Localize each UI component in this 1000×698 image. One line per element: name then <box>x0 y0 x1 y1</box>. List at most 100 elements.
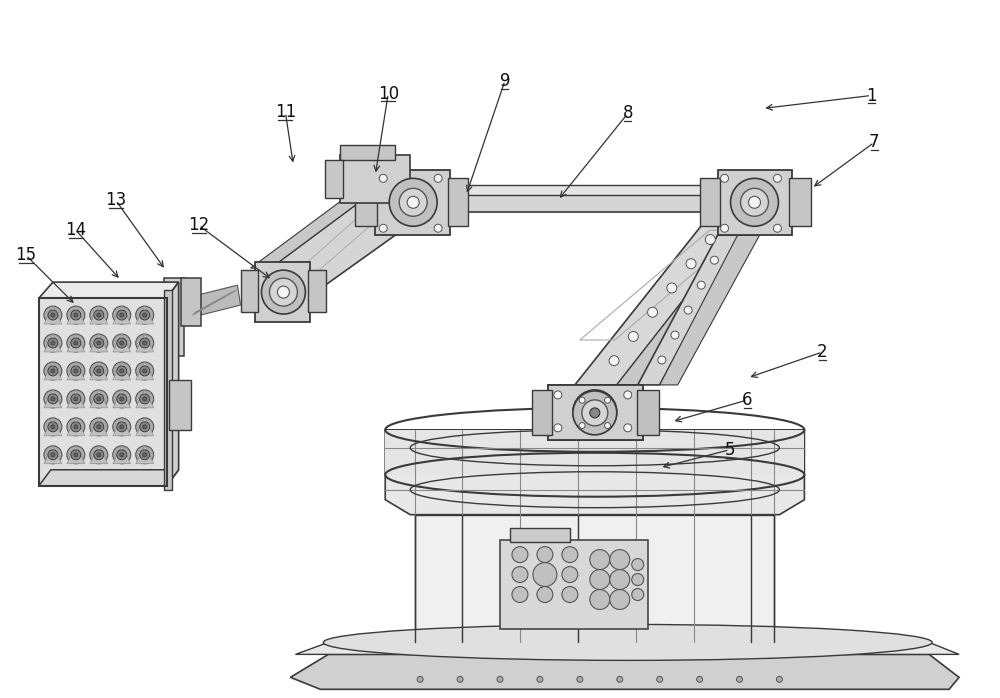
Ellipse shape <box>610 549 630 570</box>
Ellipse shape <box>90 334 108 352</box>
Ellipse shape <box>512 567 528 583</box>
Bar <box>500 540 648 630</box>
Polygon shape <box>44 390 62 408</box>
Polygon shape <box>136 334 154 352</box>
Ellipse shape <box>143 341 147 345</box>
Polygon shape <box>67 334 85 352</box>
Ellipse shape <box>71 310 81 320</box>
Ellipse shape <box>389 179 437 226</box>
Ellipse shape <box>671 331 679 339</box>
Polygon shape <box>186 285 241 318</box>
Bar <box>548 385 643 440</box>
Bar <box>340 156 410 203</box>
Ellipse shape <box>74 313 78 317</box>
Polygon shape <box>295 642 959 655</box>
Bar <box>375 170 450 235</box>
Ellipse shape <box>94 310 104 320</box>
Ellipse shape <box>71 450 81 460</box>
Ellipse shape <box>136 334 154 352</box>
Polygon shape <box>136 418 154 436</box>
Ellipse shape <box>67 418 85 436</box>
Ellipse shape <box>323 625 932 660</box>
Ellipse shape <box>67 390 85 408</box>
Text: 8: 8 <box>622 105 633 122</box>
Polygon shape <box>638 235 740 385</box>
Polygon shape <box>617 215 769 385</box>
Text: 9: 9 <box>500 71 510 89</box>
Bar <box>548 385 643 440</box>
Ellipse shape <box>434 174 442 182</box>
Polygon shape <box>44 362 62 380</box>
Polygon shape <box>440 186 730 195</box>
Ellipse shape <box>90 390 108 408</box>
Ellipse shape <box>379 174 387 182</box>
Ellipse shape <box>71 422 81 432</box>
Ellipse shape <box>776 676 782 683</box>
Ellipse shape <box>90 362 108 380</box>
Ellipse shape <box>610 590 630 609</box>
Ellipse shape <box>51 453 55 456</box>
Ellipse shape <box>434 224 442 232</box>
Ellipse shape <box>399 188 427 216</box>
Ellipse shape <box>44 418 62 436</box>
Ellipse shape <box>51 341 55 345</box>
Ellipse shape <box>97 341 101 345</box>
Ellipse shape <box>136 390 154 408</box>
Ellipse shape <box>577 676 583 683</box>
Ellipse shape <box>48 450 58 460</box>
Polygon shape <box>113 306 131 324</box>
Polygon shape <box>90 362 108 380</box>
Ellipse shape <box>120 425 124 429</box>
Polygon shape <box>67 390 85 408</box>
Text: 13: 13 <box>105 191 126 209</box>
Ellipse shape <box>48 394 58 404</box>
Ellipse shape <box>143 397 147 401</box>
Ellipse shape <box>120 397 124 401</box>
Polygon shape <box>415 514 774 642</box>
Ellipse shape <box>731 179 778 226</box>
Ellipse shape <box>667 283 677 293</box>
Ellipse shape <box>590 570 610 590</box>
Ellipse shape <box>632 574 644 586</box>
Bar <box>181 278 201 326</box>
Bar <box>39 298 167 486</box>
Polygon shape <box>67 362 85 380</box>
Ellipse shape <box>117 422 127 432</box>
Ellipse shape <box>113 418 131 436</box>
Bar <box>325 161 343 198</box>
Bar <box>169 380 191 430</box>
Ellipse shape <box>94 394 104 404</box>
Ellipse shape <box>136 362 154 380</box>
Ellipse shape <box>648 307 658 317</box>
Polygon shape <box>136 446 154 463</box>
Bar <box>255 262 310 322</box>
Ellipse shape <box>686 259 696 269</box>
Ellipse shape <box>48 422 58 432</box>
Ellipse shape <box>143 425 147 429</box>
Ellipse shape <box>741 188 768 216</box>
Text: 7: 7 <box>869 133 880 151</box>
Ellipse shape <box>120 453 124 456</box>
Bar <box>164 278 184 356</box>
Ellipse shape <box>617 676 623 683</box>
Bar <box>241 270 258 312</box>
Ellipse shape <box>97 453 101 456</box>
Ellipse shape <box>67 446 85 463</box>
Polygon shape <box>385 430 804 475</box>
Ellipse shape <box>562 567 578 583</box>
Bar <box>510 528 570 542</box>
Ellipse shape <box>417 676 423 683</box>
Ellipse shape <box>117 366 127 376</box>
Polygon shape <box>660 235 759 385</box>
Ellipse shape <box>632 558 644 570</box>
Ellipse shape <box>605 422 611 429</box>
Ellipse shape <box>533 563 557 586</box>
Polygon shape <box>113 418 131 436</box>
Ellipse shape <box>710 256 718 264</box>
Ellipse shape <box>632 588 644 600</box>
Ellipse shape <box>497 676 503 683</box>
Polygon shape <box>90 334 108 352</box>
Ellipse shape <box>44 446 62 463</box>
Ellipse shape <box>97 313 101 317</box>
Text: 10: 10 <box>378 84 399 103</box>
